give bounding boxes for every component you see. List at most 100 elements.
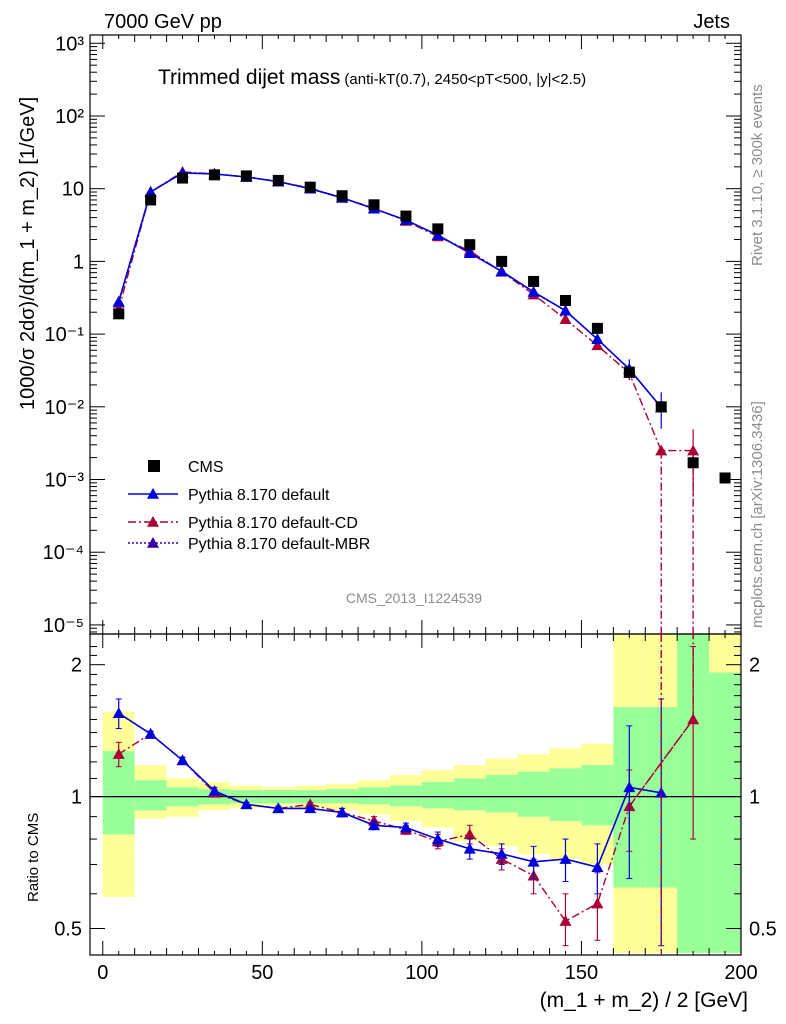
ratio-marker (655, 786, 668, 798)
ratio-marker (336, 806, 349, 818)
series-marker (144, 186, 157, 197)
legend (128, 460, 178, 548)
series-marker (495, 265, 508, 277)
ratio-y-tick-label: 0.5 (54, 918, 82, 940)
ratio-marker (463, 828, 476, 840)
ratio-series-line (118, 712, 662, 869)
ratio-marker (272, 802, 285, 814)
header-left: 7000 GeV pp (104, 11, 222, 33)
side-label-bottom: mcplots.cern.ch [arXiv:1306.3436] (749, 401, 766, 628)
x-tick-label: 0 (97, 962, 108, 984)
ratio-series-line (118, 718, 694, 922)
data-marker (719, 472, 731, 484)
ratio-y-tick-label: 1 (71, 787, 82, 809)
data-marker (400, 210, 412, 222)
ratio-marker (527, 855, 540, 867)
data-marker (177, 172, 189, 184)
series-marker (112, 295, 125, 307)
ratio-marker (559, 853, 572, 864)
header-right: Jets (693, 11, 730, 33)
x-tick-label: 100 (405, 962, 438, 984)
ratio-marker (208, 784, 221, 796)
ratio-y-tick-label: 2 (749, 655, 760, 677)
y-tick-label: 10⁻¹ (45, 324, 85, 346)
legend-label-mbr: Pythia 8.170 default-MBR (188, 536, 370, 553)
data-marker (336, 190, 348, 202)
data-marker (432, 223, 444, 235)
main-y-axis-ticks: 10⁻⁵ 10⁻⁴ 10⁻³ 10⁻² 10⁻¹ 1 10 10² 10³ (43, 33, 741, 637)
data-marker (464, 239, 476, 251)
y-tick-label: 10⁻³ (45, 470, 85, 492)
y-tick-label: 1 (73, 251, 84, 273)
series-marker (591, 339, 604, 351)
data-marker (368, 199, 380, 211)
y-tick-label: 10³ (55, 33, 84, 55)
data-marker (304, 181, 316, 193)
x-axis-label: (m_1 + m_2) / 2 [GeV] (540, 989, 748, 1012)
ratio-bands (102, 634, 741, 953)
ratio-marker (399, 821, 412, 833)
ratio-band-inner (709, 672, 741, 953)
ratio-series-0 (112, 698, 668, 947)
y-tick-label: 10² (55, 106, 84, 128)
series-marker (431, 229, 444, 240)
series-3 (112, 166, 668, 413)
data-marker (528, 275, 540, 287)
ratio-marker (112, 748, 125, 759)
data-marker (240, 170, 252, 182)
ratio-marker (176, 754, 189, 766)
legend-marker (147, 516, 159, 527)
series-1 (112, 166, 668, 413)
x-tick-label: 200 (724, 962, 757, 984)
data-marker (559, 294, 571, 306)
ratio-marker (591, 861, 604, 873)
legend-symbol-cms (148, 460, 160, 472)
ratio-y-axis-ticks: 0.5 0.5 1 1 2 2 (54, 646, 777, 940)
ratio-band-inner (549, 768, 582, 821)
main-ylabel: 1000/σ 2dσ)/d(m_1 + m_2) [1/GeV] (17, 97, 39, 410)
series-marker (559, 304, 572, 316)
series-line (117, 172, 662, 408)
ratio-y-tick-label: 1 (749, 787, 760, 809)
legend-label-cd: Pythia 8.170 default-CD (188, 515, 358, 532)
series-marker (655, 444, 668, 456)
data-marker (687, 457, 699, 469)
legend-label-default: Pythia 8.170 default (188, 487, 330, 504)
ratio-marker (304, 802, 317, 814)
ratio-plot-frame (89, 633, 742, 956)
ratio-marker (240, 798, 253, 810)
ratio-marker (495, 847, 508, 859)
analysis-id: CMS_2013_I1224539 (346, 590, 482, 606)
ratio-marker (463, 842, 476, 854)
data-marker (623, 366, 635, 378)
ratio-marker (559, 915, 572, 926)
series-line (118, 172, 662, 408)
y-tick-label: 10⁻⁴ (43, 542, 84, 564)
ratio-band-inner (421, 781, 454, 809)
chart-title: Trimmed dijet mass (anti-kT(0.7), 2450<pT… (158, 66, 586, 89)
series-marker (591, 333, 604, 345)
legend-marker (147, 488, 159, 499)
data-marker (272, 174, 284, 186)
ratio-marker (368, 819, 381, 831)
data-marker (145, 194, 157, 206)
x-tick-label: 150 (565, 962, 598, 984)
ratio-ylabel: Ratio to CMS (25, 813, 42, 902)
ratio-band-inner (389, 785, 422, 807)
ratio-band-inner (358, 787, 390, 805)
ratio-marker (144, 727, 157, 739)
ratio-y-tick-label: 0.5 (749, 918, 777, 940)
y-tick-label: 10 (62, 179, 84, 201)
ratio-band-inner (581, 765, 614, 826)
ratio-band-inner (485, 775, 518, 813)
series-cms (113, 169, 731, 484)
data-marker (208, 169, 220, 181)
ratio-band-inner (517, 771, 550, 817)
series-2 (112, 165, 700, 634)
y-tick-label: 10⁻⁵ (43, 615, 84, 637)
series-marker (463, 247, 476, 258)
series-marker (527, 285, 540, 297)
ratio-cd-connect (628, 719, 694, 807)
legend-label-cms: CMS (188, 459, 224, 476)
